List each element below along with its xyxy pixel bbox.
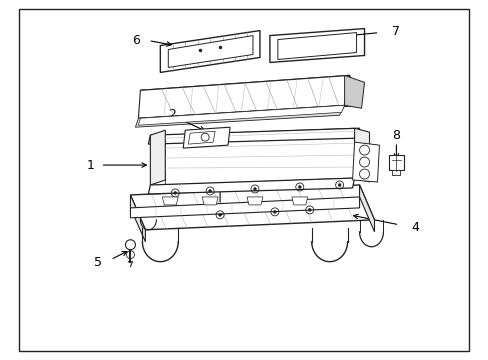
Circle shape xyxy=(218,213,221,216)
Circle shape xyxy=(337,184,341,186)
Circle shape xyxy=(307,208,310,211)
Circle shape xyxy=(253,188,256,190)
Text: 4: 4 xyxy=(410,221,418,234)
Polygon shape xyxy=(168,36,252,67)
Text: 6: 6 xyxy=(132,34,140,47)
Polygon shape xyxy=(392,170,400,175)
Text: 1: 1 xyxy=(86,158,94,172)
Text: 7: 7 xyxy=(392,25,400,38)
Circle shape xyxy=(208,189,211,193)
Polygon shape xyxy=(130,185,374,230)
Text: 3: 3 xyxy=(216,205,224,219)
Text: 8: 8 xyxy=(391,129,400,142)
Polygon shape xyxy=(269,28,364,62)
Polygon shape xyxy=(188,131,215,144)
Polygon shape xyxy=(277,32,356,59)
Polygon shape xyxy=(352,142,379,182)
Polygon shape xyxy=(148,128,359,144)
Polygon shape xyxy=(344,75,364,108)
Polygon shape xyxy=(291,197,307,205)
Polygon shape xyxy=(150,130,165,185)
Polygon shape xyxy=(183,127,229,148)
Polygon shape xyxy=(359,185,374,232)
Polygon shape xyxy=(135,105,344,127)
Polygon shape xyxy=(388,155,404,170)
Polygon shape xyxy=(162,197,178,205)
Polygon shape xyxy=(246,197,263,205)
Polygon shape xyxy=(138,105,344,125)
Polygon shape xyxy=(165,128,354,185)
Polygon shape xyxy=(138,75,349,118)
Circle shape xyxy=(173,192,176,194)
Polygon shape xyxy=(354,128,369,182)
Polygon shape xyxy=(202,197,218,205)
Polygon shape xyxy=(130,197,359,218)
Circle shape xyxy=(273,210,276,213)
Text: 2: 2 xyxy=(168,108,176,121)
Circle shape xyxy=(298,185,301,189)
Polygon shape xyxy=(130,195,145,242)
Polygon shape xyxy=(160,31,260,72)
Polygon shape xyxy=(140,75,359,120)
Text: 5: 5 xyxy=(93,256,102,269)
Polygon shape xyxy=(148,178,354,194)
